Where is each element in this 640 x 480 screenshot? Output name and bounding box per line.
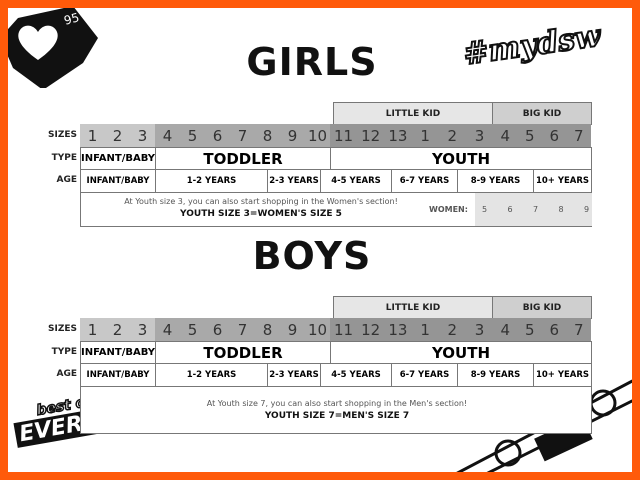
note-equivalence: YOUTH SIZE 3=WOMEN'S SIZE 5 [180, 209, 342, 219]
women-size: 5 [482, 205, 488, 214]
age-cell: 8-9 YEARS [457, 169, 534, 193]
size-cell: 9 [287, 320, 298, 339]
age-cell: 1-2 YEARS [155, 363, 268, 387]
size-cell: 4 [162, 126, 173, 145]
size-cell: 11 [333, 320, 354, 339]
size-band [493, 318, 591, 341]
size-cell: 7 [573, 126, 584, 145]
size-cell: 5 [524, 320, 535, 339]
size-band [330, 124, 493, 147]
note-equivalence: YOUTH SIZE 7=MEN'S SIZE 7 [264, 411, 410, 421]
women-size: 7 [533, 205, 539, 214]
women-band [475, 193, 592, 226]
size-cell: 8 [262, 126, 273, 145]
size-band [330, 318, 493, 341]
type-cell: TODDLER [155, 341, 331, 364]
header-little-kid: LITTLE KID [333, 296, 493, 319]
boys-title: BOYS [252, 234, 372, 278]
age-cell: 8-9 YEARS [457, 363, 534, 387]
row-label-age: AGE [56, 369, 77, 379]
size-chart-card: 95 #mydsw best of EVERYTHING GIRLSLITTLE… [8, 8, 632, 472]
age-cell: 4-5 YEARS [320, 169, 392, 193]
size-cell: 5 [187, 126, 198, 145]
size-cell: 1 [420, 126, 430, 145]
size-cell: 3 [474, 320, 485, 339]
row-label-type: TYPE [51, 347, 77, 357]
header-little-kid: LITTLE KID [333, 102, 493, 125]
size-cell: 3 [137, 126, 148, 145]
size-cell: 8 [262, 320, 273, 339]
age-cell: 2-3 YEARS [267, 169, 321, 193]
size-cell: 10 [307, 320, 328, 339]
row-label-sizes: SIZES [48, 130, 77, 140]
women-size: 6 [507, 205, 513, 214]
note-box: At Youth size 7, you can also start shop… [80, 386, 592, 434]
size-cell: 12 [361, 126, 381, 145]
type-cell: TODDLER [155, 147, 331, 170]
size-cell: 6 [212, 126, 223, 145]
size-cell: 2 [447, 320, 458, 339]
size-cell: 5 [524, 126, 535, 145]
size-cell: 1 [87, 320, 98, 339]
note-text: At Youth size 7, you can also start shop… [206, 399, 468, 408]
size-cell: 7 [237, 320, 248, 339]
size-cell: 13 [388, 320, 408, 339]
size-cell: 11 [333, 126, 354, 145]
size-cell: 4 [500, 320, 511, 339]
type-cell: YOUTH [330, 147, 592, 170]
note-box: At Youth size 3, you can also start shop… [80, 192, 592, 227]
age-cell: 6-7 YEARS [391, 169, 458, 193]
age-cell: 10+ YEARS [533, 169, 592, 193]
girls-title: GIRLS [246, 40, 378, 84]
age-cell: 2-3 YEARS [267, 363, 321, 387]
type-cell: YOUTH [330, 341, 592, 364]
header-big-kid: BIG KID [492, 102, 592, 125]
hashtag-logo: #mydsw [460, 18, 604, 74]
size-cell: 2 [112, 126, 123, 145]
header-big-kid: BIG KID [492, 296, 592, 319]
heart-icon [18, 25, 58, 60]
size-band [155, 318, 330, 341]
size-cell: 3 [474, 126, 485, 145]
size-cell: 6 [212, 320, 223, 339]
size-cell: 9 [287, 126, 298, 145]
size-cell: 13 [388, 126, 408, 145]
size-cell: 1 [87, 126, 98, 145]
size-band [80, 124, 155, 147]
type-cell: INFANT/BABY [80, 341, 156, 364]
note-text: At Youth size 3, you can also start shop… [124, 197, 398, 206]
age-cell: INFANT/BABY [80, 363, 156, 387]
size-cell: 10 [307, 126, 328, 145]
size-cell: 6 [549, 126, 560, 145]
women-size: 9 [584, 205, 590, 214]
size-cell: 6 [549, 320, 560, 339]
women-size: 8 [558, 205, 564, 214]
type-cell: INFANT/BABY [80, 147, 156, 170]
size-cell: 4 [162, 320, 173, 339]
size-band [155, 124, 330, 147]
size-cell: 1 [420, 320, 430, 339]
size-cell: 12 [361, 320, 381, 339]
age-cell: 6-7 YEARS [391, 363, 458, 387]
row-label-sizes: SIZES [48, 324, 77, 334]
like-badge [8, 8, 98, 88]
size-cell: 5 [187, 320, 198, 339]
size-cell: 7 [237, 126, 248, 145]
size-band [80, 318, 155, 341]
size-cell: 2 [447, 126, 458, 145]
row-label-age: AGE [56, 175, 77, 185]
size-band [493, 124, 591, 147]
size-cell: 4 [500, 126, 511, 145]
women-label: WOMEN: [429, 205, 468, 214]
age-cell: 1-2 YEARS [155, 169, 268, 193]
row-label-type: TYPE [51, 153, 77, 163]
age-cell: 10+ YEARS [533, 363, 592, 387]
size-cell: 2 [112, 320, 123, 339]
age-cell: 4-5 YEARS [320, 363, 392, 387]
size-cell: 3 [137, 320, 148, 339]
age-cell: INFANT/BABY [80, 169, 156, 193]
size-cell: 7 [573, 320, 584, 339]
